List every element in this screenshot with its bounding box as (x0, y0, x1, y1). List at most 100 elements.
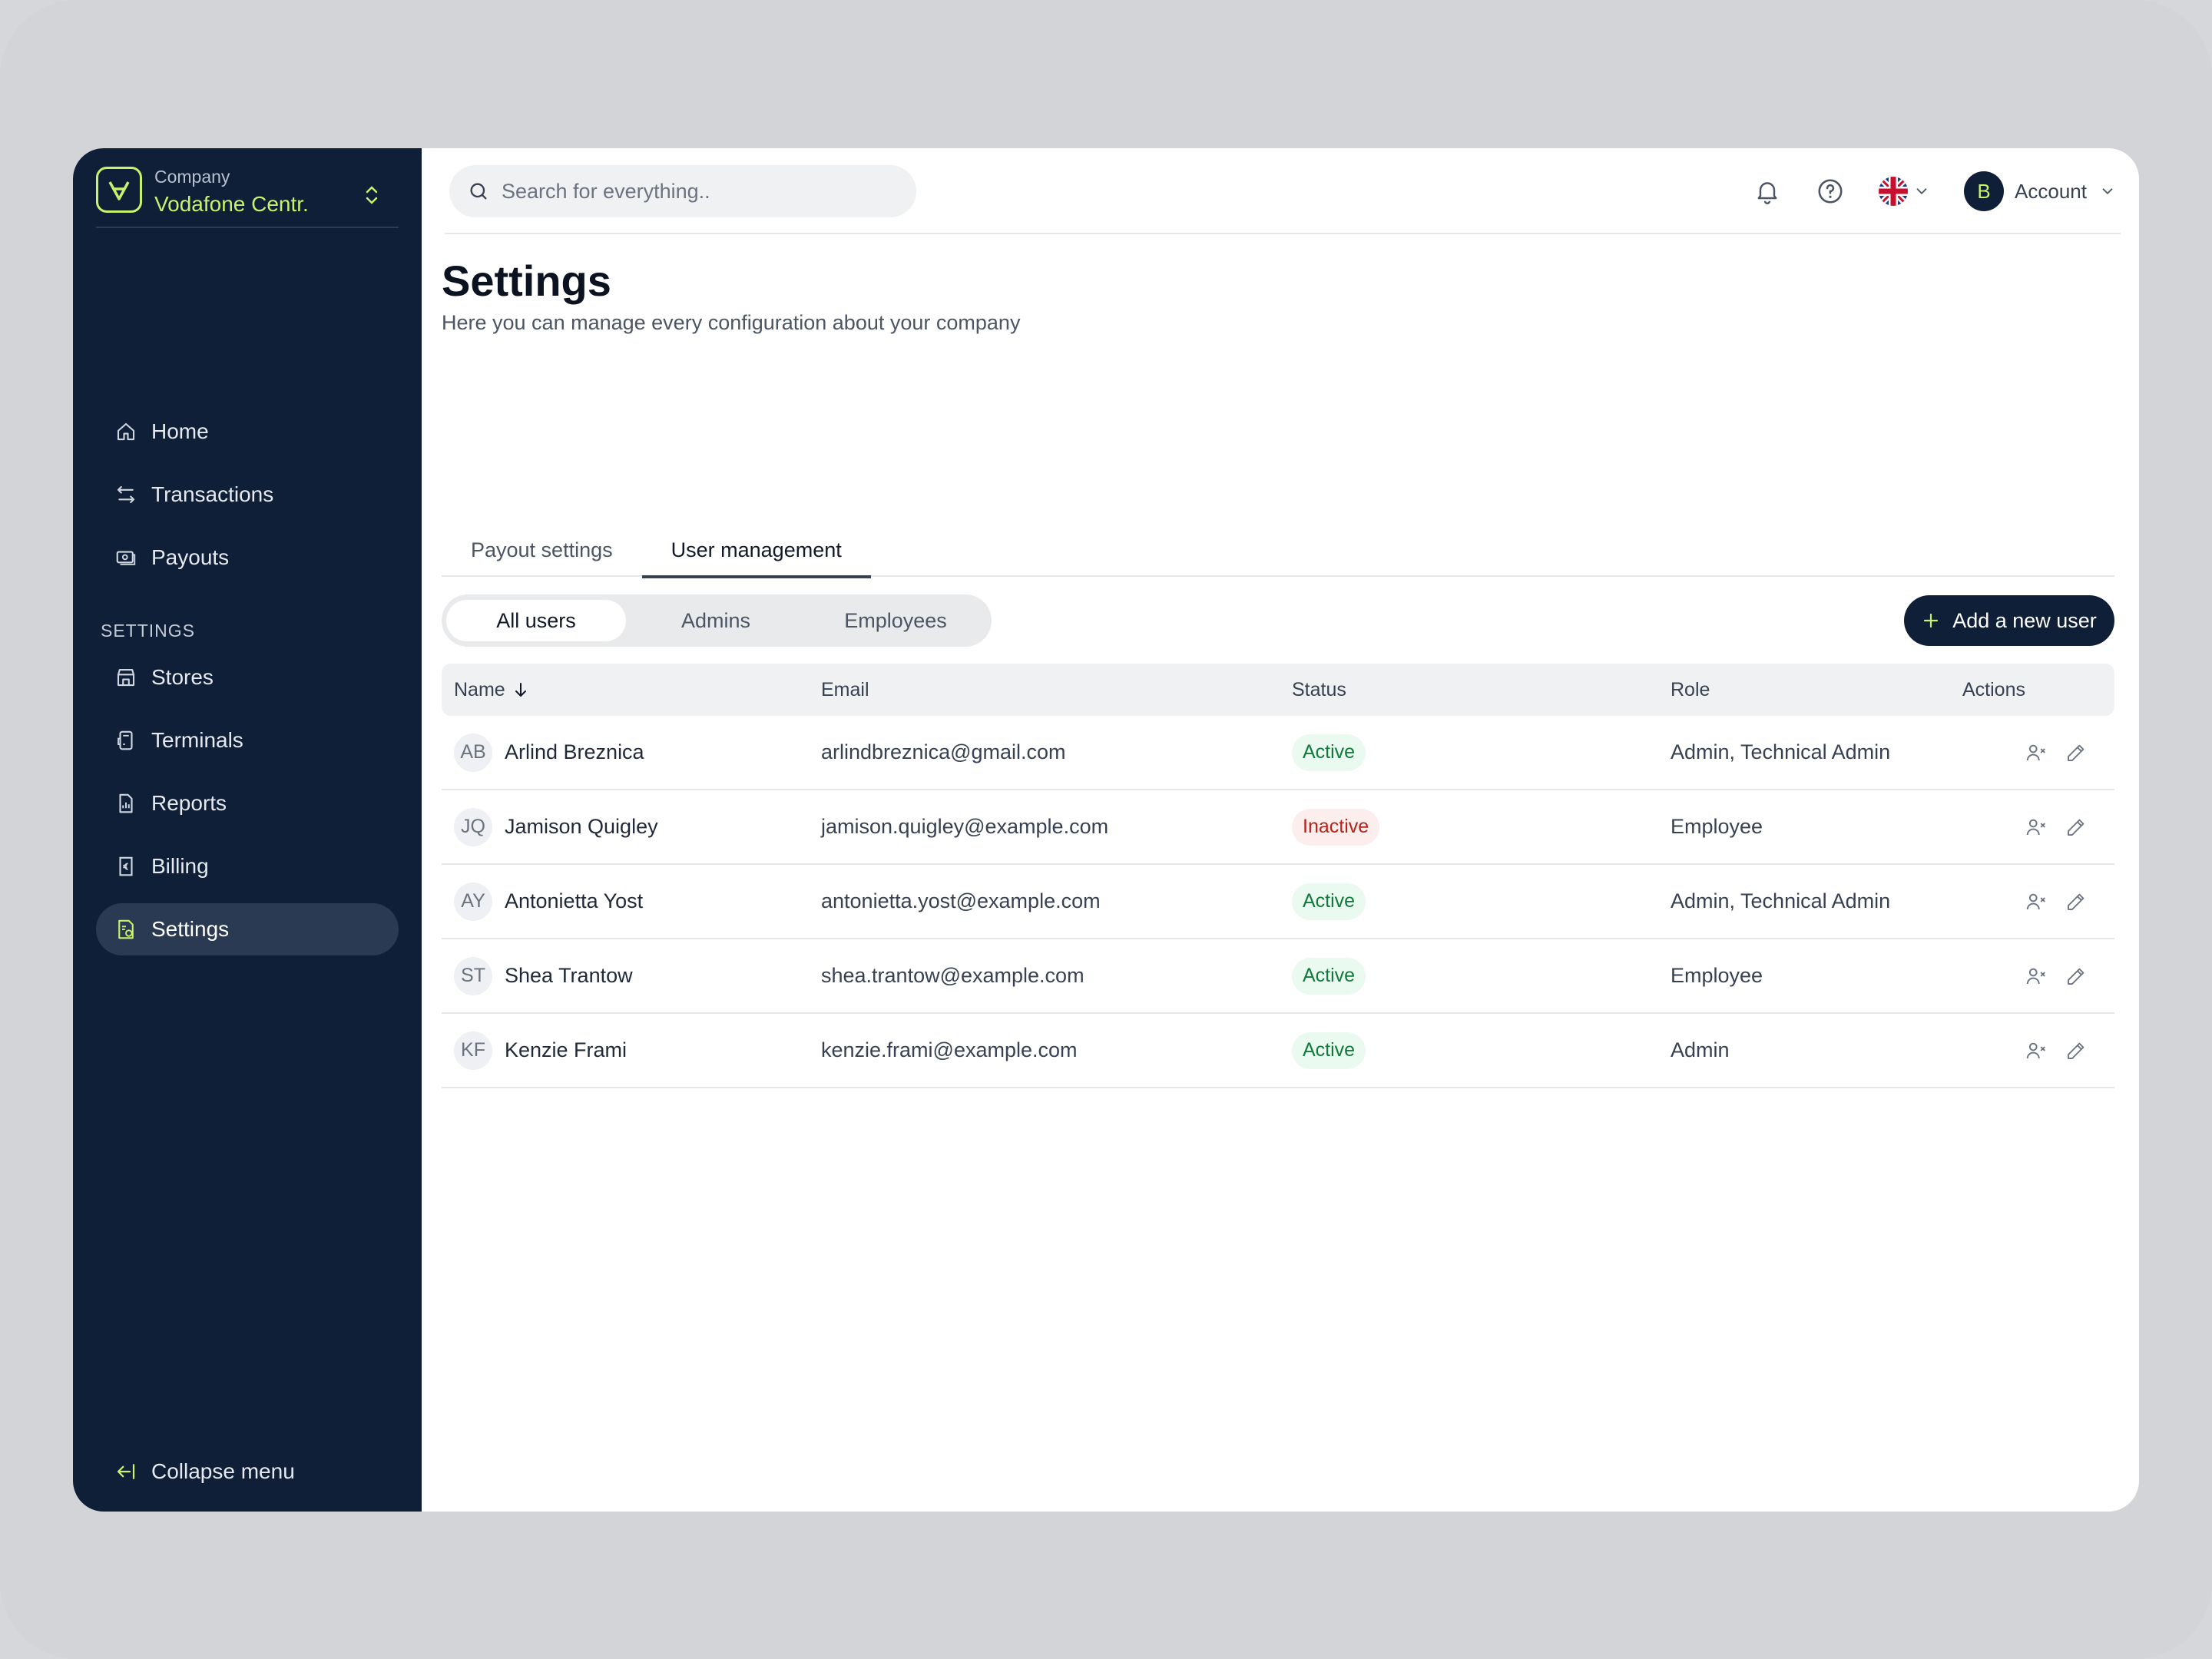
top-bar: B Account (445, 148, 2121, 234)
nav-item-label: Stores (151, 665, 214, 689)
nav-item-transactions[interactable]: Transactions (96, 469, 399, 521)
nav-item-stores[interactable]: Stores (96, 651, 399, 704)
language-selector[interactable] (1878, 176, 1930, 207)
filter-all-users[interactable]: All users (446, 600, 626, 641)
bell-icon[interactable] (1750, 174, 1784, 208)
column-status: Status (1292, 678, 1346, 700)
status-badge: Active (1292, 882, 1366, 920)
search-bar[interactable] (449, 165, 916, 217)
user-email: shea.trantow@example.com (821, 964, 1084, 987)
company-name: Vodafone Centr. (154, 191, 309, 216)
avatar: ST (454, 956, 492, 995)
deactivate-user-icon[interactable] (2019, 959, 2053, 993)
user-role: Admin, Technical Admin (1671, 740, 1891, 763)
user-name: Jamison Quigley (505, 815, 658, 838)
report-icon (119, 793, 133, 813)
add-user-label: Add a new user (1952, 608, 2097, 632)
table-row: AY Antonietta Yost antonietta.yost@exampl… (442, 865, 2114, 939)
deactivate-user-icon[interactable] (2019, 885, 2053, 919)
nav-item-label: Settings (151, 917, 230, 941)
company-logo-icon (96, 167, 142, 213)
user-role: Admin (1671, 1038, 1730, 1061)
account-menu[interactable]: B Account (1964, 171, 2116, 211)
table-row: JQ Jamison Quigley jamison.quigley@exampl… (442, 790, 2114, 865)
column-actions: Actions (1962, 678, 2025, 700)
settings-tabs: Payout settings User management (442, 523, 2114, 578)
user-name: Arlind Breznica (505, 740, 644, 763)
user-name: Shea Trantow (505, 964, 633, 987)
nav-item-billing[interactable]: Billing (96, 840, 399, 892)
settings-icon (118, 919, 134, 939)
home-icon (117, 422, 135, 441)
billing-icon (119, 856, 133, 876)
nav-item-label: Reports (151, 791, 227, 815)
edit-pencil-icon[interactable] (2059, 959, 2093, 993)
add-user-button[interactable]: Add a new user (1904, 595, 2114, 646)
nav-item-label: Terminals (151, 728, 243, 752)
edit-pencil-icon[interactable] (2059, 1034, 2093, 1068)
search-icon (470, 183, 487, 200)
sort-down-icon (515, 683, 526, 697)
filter-admins[interactable]: Admins (680, 608, 751, 632)
chevron-down-icon (1916, 188, 1927, 195)
nav-item-reports[interactable]: Reports (96, 777, 399, 830)
chevron-updown-icon[interactable] (363, 184, 380, 210)
status-badge: Inactive (1292, 808, 1380, 846)
avatar: AY (454, 882, 492, 921)
user-email: antonietta.yost@example.com (821, 889, 1101, 912)
payout-icon (116, 551, 136, 565)
user-role: Admin, Technical Admin (1671, 889, 1891, 912)
page-title: Settings (442, 257, 611, 305)
status-badge: Active (1292, 957, 1366, 995)
company-label: Company (154, 166, 230, 187)
plus-icon (1924, 613, 1939, 628)
nav-item-home[interactable]: Home (96, 406, 399, 458)
edit-pencil-icon[interactable] (2059, 885, 2093, 919)
users-table: Name Email Status Role Actions AB Arlind … (442, 664, 2114, 1088)
collapse-arrow-icon (117, 1464, 135, 1479)
user-email: jamison.quigley@example.com (821, 815, 1109, 838)
nav-item-label: Payouts (151, 545, 230, 569)
collapse-menu-button[interactable]: Collapse menu (96, 1445, 399, 1498)
user-role: Employee (1671, 964, 1763, 987)
settings-section-label: SETTINGS (101, 621, 196, 641)
deactivate-user-icon[interactable] (2019, 810, 2053, 844)
tab-user-management[interactable]: User management (641, 523, 871, 578)
deactivate-user-icon[interactable] (2019, 736, 2053, 770)
deactivate-user-icon[interactable] (2019, 1034, 2053, 1068)
settings-nav: Stores Terminals Reports Billing Setting… (96, 651, 399, 966)
company-switcher[interactable]: Company Vodafone Centr. (96, 165, 399, 228)
user-name: Antonietta Yost (505, 889, 644, 912)
nav-item-terminals[interactable]: Terminals (96, 714, 399, 767)
column-name[interactable]: Name (442, 679, 821, 701)
nav-item-settings[interactable]: Settings (96, 903, 399, 955)
status-badge: Active (1292, 733, 1366, 771)
uk-flag-icon (1879, 177, 1909, 206)
column-email: Email (821, 678, 869, 700)
nav-item-label: Home (151, 419, 209, 443)
transfer-icon (117, 485, 135, 504)
app-window: Company Vodafone Centr. Home Tr (73, 148, 2139, 1512)
avatar: AB (454, 733, 492, 772)
nav-item-payouts[interactable]: Payouts (96, 531, 399, 584)
edit-pencil-icon[interactable] (2059, 736, 2093, 770)
tab-payout-settings[interactable]: Payout settings (471, 538, 613, 561)
account-avatar: B (1964, 171, 2005, 211)
terminal-icon (118, 730, 133, 750)
user-role: Employee (1671, 815, 1763, 838)
table-row: AB Arlind Breznica arlindbreznica@gmail.c… (442, 716, 2114, 790)
avatar: KF (454, 1031, 492, 1070)
search-input[interactable] (502, 179, 886, 204)
sidebar: Company Vodafone Centr. Home Tr (73, 148, 422, 1512)
table-header: Name Email Status Role Actions (442, 664, 2114, 716)
column-role: Role (1671, 678, 1710, 700)
main-content: B Account Settings Here you can manage e… (422, 148, 2139, 1512)
table-row: ST Shea Trantow shea.trantow@example.com … (442, 939, 2114, 1014)
nav-item-label: Transactions (151, 482, 274, 506)
chevron-down-icon (2102, 188, 2113, 195)
status-badge: Active (1292, 1031, 1366, 1069)
edit-pencil-icon[interactable] (2059, 810, 2093, 844)
filter-employees[interactable]: Employees (844, 608, 947, 632)
help-icon[interactable] (1813, 174, 1847, 208)
